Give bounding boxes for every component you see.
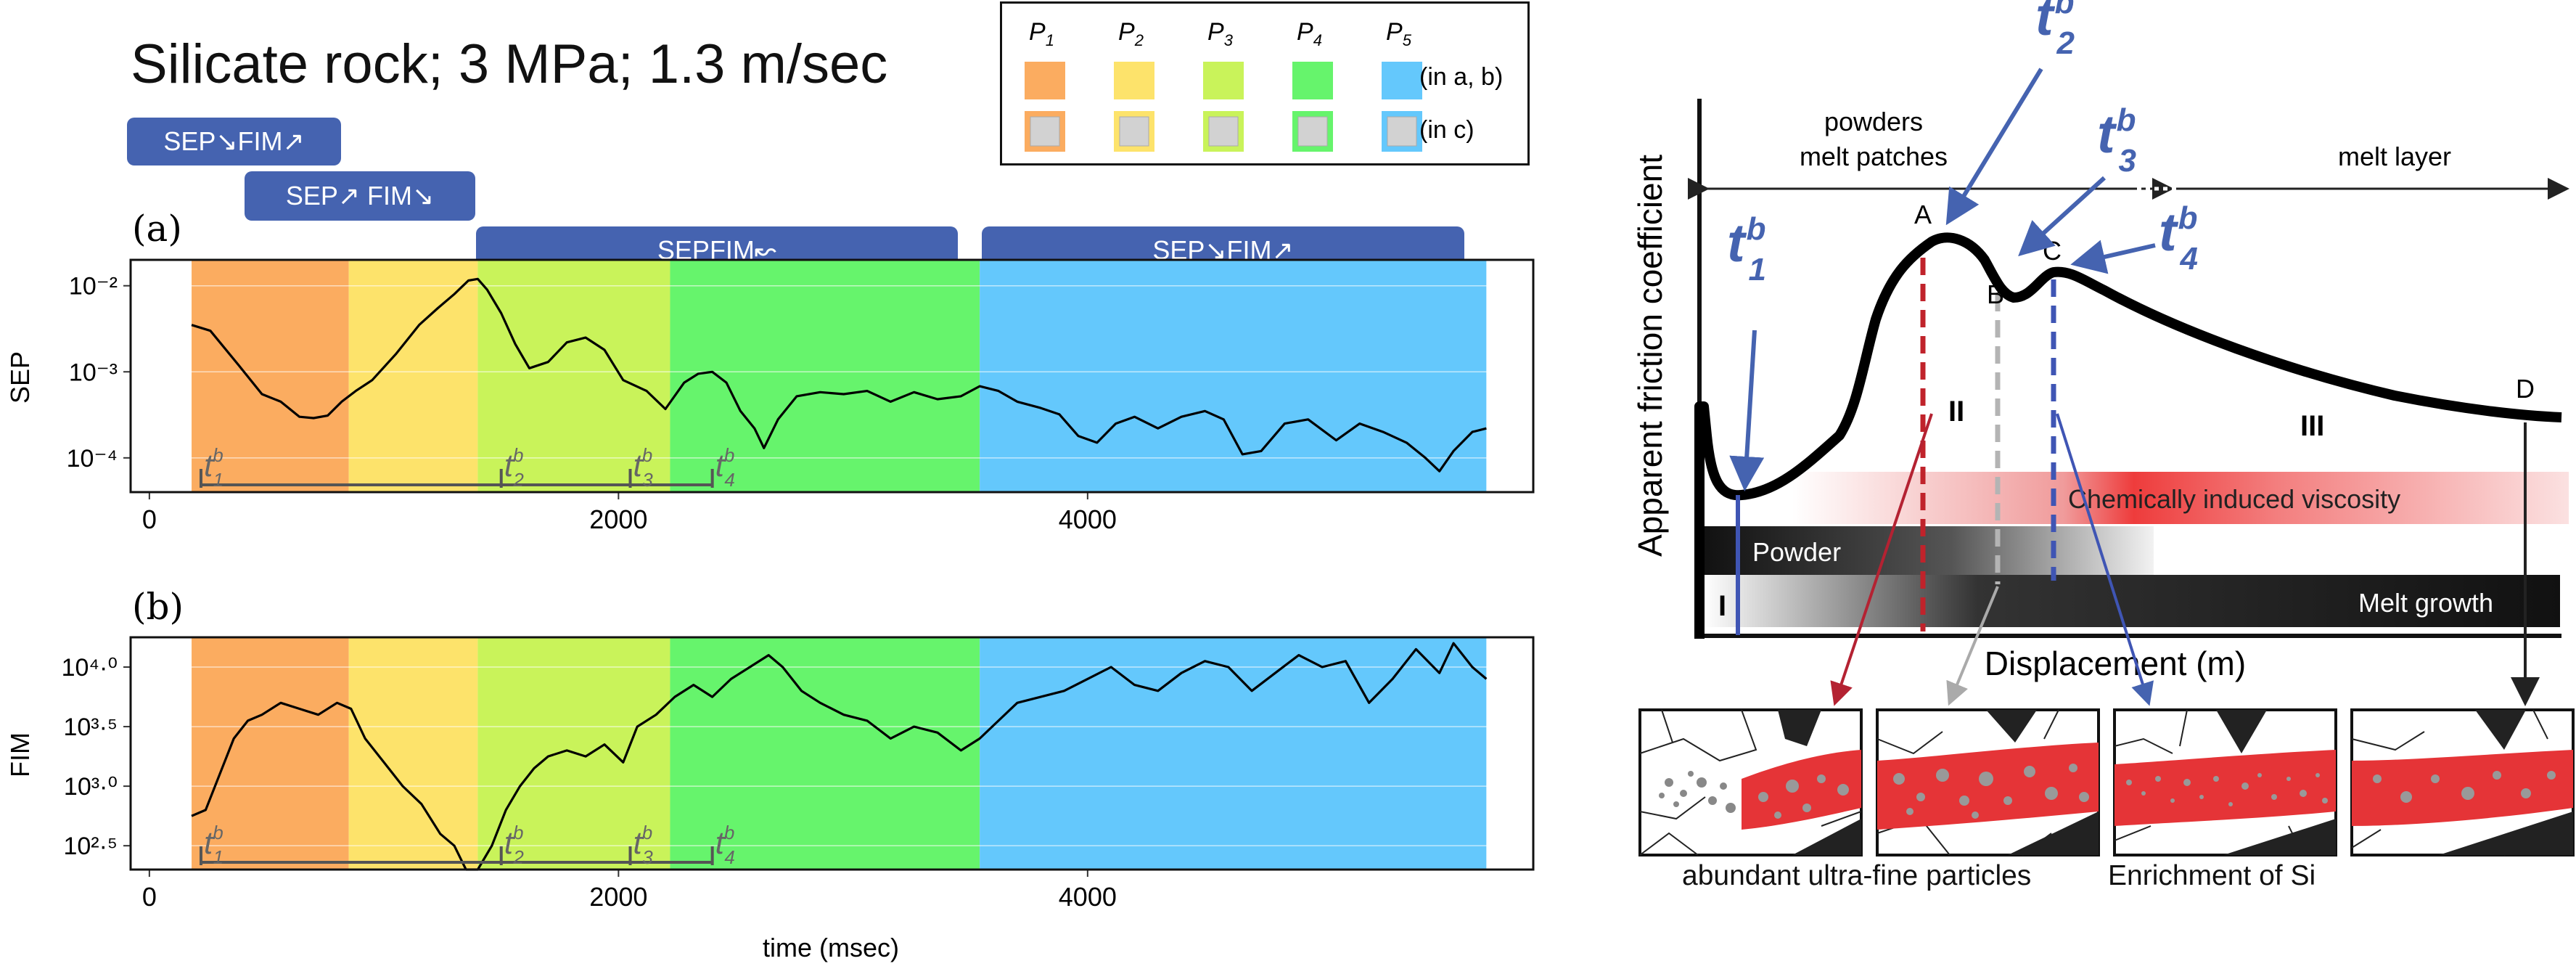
friction-curve — [1694, 232, 2562, 639]
legend-swatch-c-inner-p1 — [1030, 116, 1060, 147]
friction-schematic: Apparent friction coefficient Displaceme… — [1631, 0, 2575, 856]
panel-label-b: (b) — [132, 586, 184, 628]
phase-band-p3 — [477, 260, 670, 492]
time-axis-label: time (msec) — [763, 933, 899, 962]
x-tick-label: 4000 — [1059, 504, 1117, 534]
x-tick-label: 2000 — [589, 504, 647, 534]
t2-arrow — [1945, 68, 2043, 226]
y-tick-label: 10⁴·⁰ — [62, 654, 118, 682]
phase-legend-swatches: P1 P2 P3 P4 P5 (in a, b) (in c) — [1025, 18, 1503, 152]
time-series-charts: (a) (b) SEP FIM time (msec) 10⁻⁴ 10⁻³ 10⁻²… — [5, 208, 1535, 962]
viscosity-label: Chemically induced viscosity — [2068, 484, 2400, 514]
x-tick-label: 2000 — [589, 882, 647, 912]
legend-swatch-p4 — [1292, 62, 1333, 99]
c-x-axis-label: Displacement (m) — [1985, 645, 2246, 682]
series-line — [191, 277, 1487, 473]
phase-band-p2 — [348, 637, 478, 870]
t3-arrow — [2018, 176, 2107, 257]
point-c: C — [2043, 236, 2062, 266]
legend-row2-label: (in c) — [1419, 116, 1474, 144]
c-y-axis-label: Apparent friction coefficient — [1631, 155, 1669, 557]
phase-band-p4 — [670, 637, 980, 870]
x-tick-label: 4000 — [1059, 882, 1117, 912]
x-tick-label: 0 — [142, 882, 157, 912]
legend-row1-label: (in a, b) — [1419, 63, 1503, 91]
legend-label-p2: P2 — [1118, 18, 1144, 49]
phase-band-p2 — [348, 260, 478, 492]
legend-swatch-c-inner-p4 — [1297, 116, 1328, 147]
micrograph-2 — [1876, 708, 2100, 856]
powder-label: Powder — [1752, 537, 1841, 567]
phase-band-p5 — [980, 260, 1487, 492]
micrograph-1 — [1638, 708, 1863, 856]
t4-arrow — [2070, 240, 2156, 274]
panel-label-a: (a) — [132, 208, 182, 250]
powders-label: powders — [1824, 107, 1923, 136]
tag-sep-down-fim-up-1: SEP↘FIM↗ — [127, 118, 341, 165]
legend-swatch-p1 — [1025, 62, 1065, 99]
legend-swatch-c-inner-p3 — [1208, 116, 1239, 147]
legend-swatch-p2 — [1114, 62, 1154, 99]
melt-layer-label: melt layer — [2338, 142, 2451, 171]
sep-axis-label: SEP — [5, 351, 35, 404]
t1-label: tb 1 — [1727, 211, 1766, 287]
legend-swatch-p5 — [1382, 62, 1422, 99]
phase-legend: P1 P2 P3 P4 P5 (in a, b) (in c) — [1000, 1, 1530, 165]
legend-swatch-c-inner-p5 — [1387, 116, 1417, 147]
region-iii-label: III — [2300, 410, 2324, 442]
y-tick-label: 10⁻⁴ — [67, 445, 118, 473]
arrow-to-micrograph-3 — [2056, 413, 2154, 706]
phase-band-p1 — [192, 260, 349, 492]
t4-label: tb 4 — [2159, 200, 2198, 277]
plot-frame — [129, 636, 1535, 871]
y-tick-label: 10³·⁰ — [64, 773, 118, 801]
t1-arrow — [1729, 330, 1765, 491]
arrow-to-micrograph-2 — [1946, 586, 1999, 706]
point-b: B — [1987, 279, 2004, 309]
point-a: A — [1914, 200, 1932, 229]
caption-ultrafine: abundant ultra-fine particles — [1682, 860, 2032, 891]
tag-sep-up-fim-down: SEP↗ FIM↘ — [245, 171, 475, 221]
phase-band-p1 — [192, 637, 349, 870]
melt-patches-label: melt patches — [1800, 142, 1948, 171]
x-tick-label: 0 — [142, 504, 157, 534]
melt-growth-label: Melt growth — [2358, 588, 2493, 618]
arrow-to-micrograph-1 — [1830, 413, 1933, 706]
y-tick-label: 10³·⁵ — [63, 714, 118, 741]
y-tick-label: 10⁻³ — [69, 359, 118, 386]
y-tick-label: 10²·⁵ — [63, 833, 118, 860]
region-ii-label: II — [1948, 396, 1964, 428]
phase-band-p5 — [980, 637, 1487, 870]
point-d: D — [2516, 374, 2535, 404]
t3-label: tb 3 — [2097, 102, 2136, 179]
legend-swatch-c-inner-p2 — [1119, 116, 1149, 147]
t-marker-label-4: tb 4 — [715, 822, 735, 868]
y-tick-label: 10⁻² — [69, 273, 118, 300]
micrograph-3 — [2113, 708, 2337, 856]
melt-growth-band — [1704, 575, 2560, 627]
series-line — [191, 642, 1488, 871]
phase-band-p4 — [670, 260, 980, 492]
region-i-label: I — [1718, 590, 1726, 622]
caption-si-enrichment: Enrichment of Si — [2108, 860, 2316, 891]
powder-band — [1704, 526, 2154, 575]
t2-label: tb 2 — [2035, 0, 2075, 61]
legend-swatch-p3 — [1203, 62, 1244, 99]
fim-axis-label: FIM — [5, 732, 35, 777]
plot-frame — [129, 258, 1535, 494]
figure-title: Silicate rock; 3 MPa; 1.3 m/sec — [131, 33, 888, 95]
micrograph-4 — [2350, 708, 2575, 856]
